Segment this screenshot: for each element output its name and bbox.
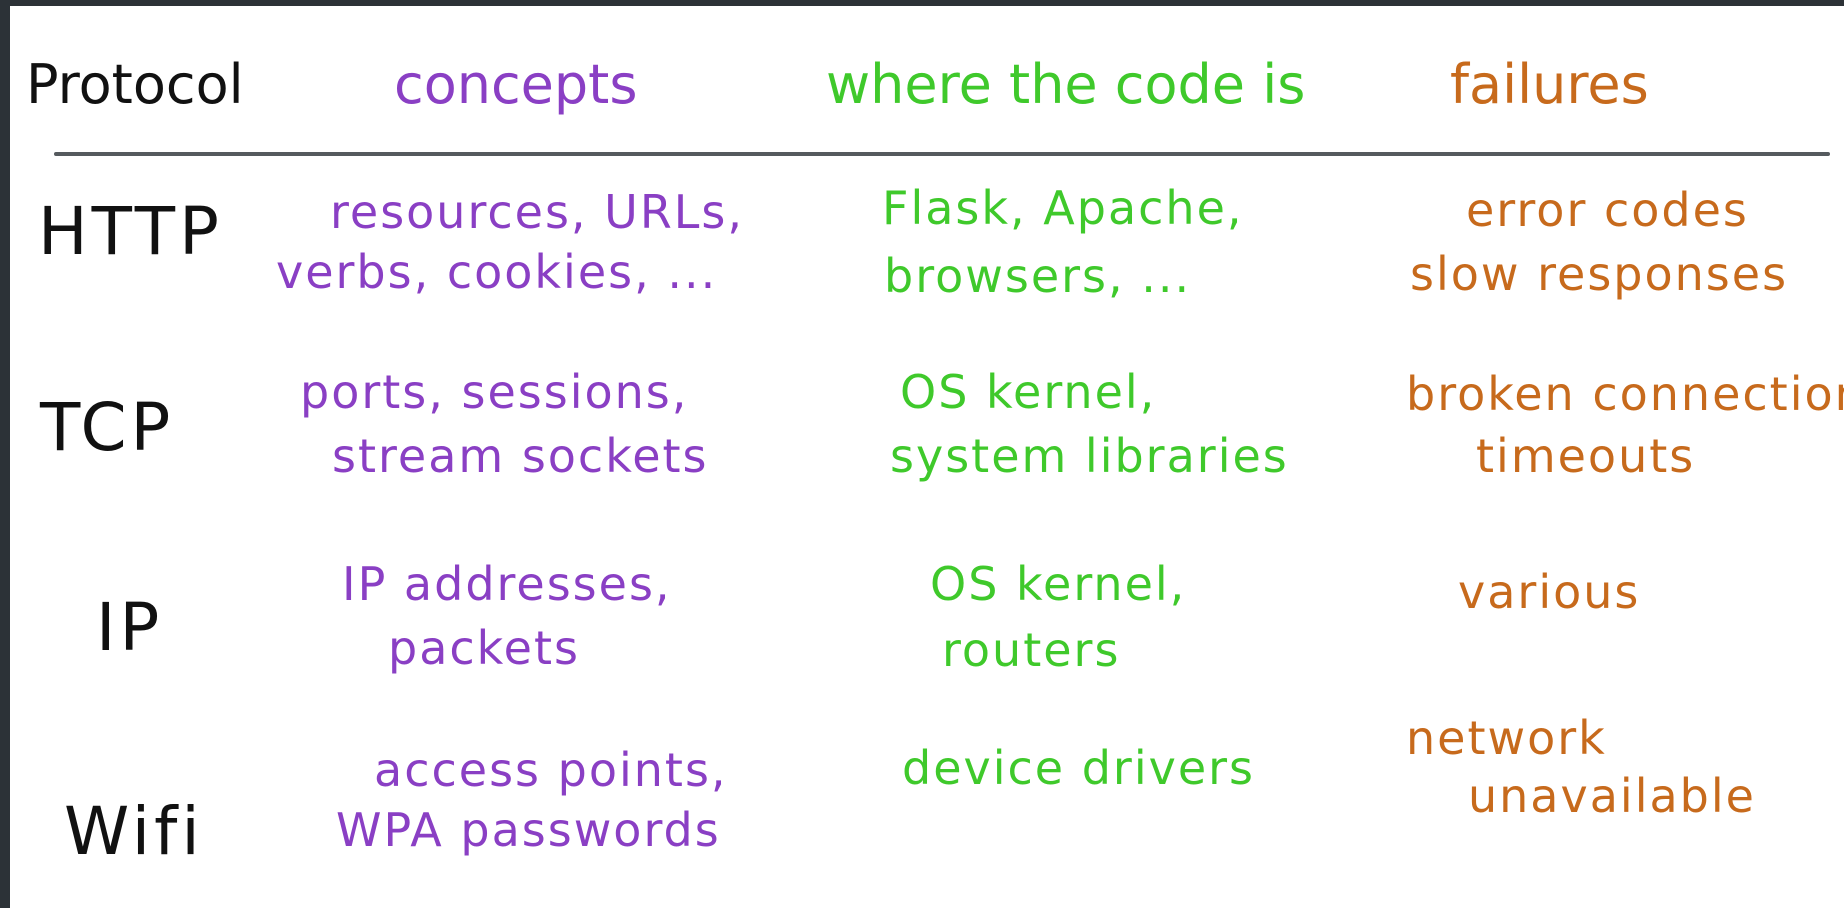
concepts-tcp-line-1: ports, sessions, [300, 365, 689, 419]
concepts-ip-line-2: packets [388, 621, 580, 675]
header-divider [54, 152, 1830, 156]
code-tcp-line-2: system libraries [890, 429, 1289, 483]
concepts-ip-line-1: IP addresses, [342, 557, 672, 611]
failures-wifi-line-2: unavailable [1468, 769, 1756, 823]
failures-http-line-2: slow responses [1410, 247, 1789, 301]
concepts-wifi-line-2: WPA passwords [336, 803, 721, 857]
code-ip-line-1: OS kernel, [930, 557, 1187, 611]
code-wifi-line-1: device drivers [902, 741, 1256, 795]
protocol-ip: IP [96, 589, 164, 666]
header-where-the-code-is: where the code is [826, 53, 1306, 116]
protocol-http: HTTP [38, 193, 223, 270]
failures-tcp-line-1: broken connections [1406, 367, 1844, 421]
header-protocol: Protocol [26, 53, 244, 116]
failures-wifi-line-1: network [1406, 711, 1607, 765]
code-ip-line-2: routers [942, 623, 1121, 677]
code-tcp-line-1: OS kernel, [900, 365, 1157, 419]
concepts-tcp-line-2: stream sockets [332, 429, 709, 483]
code-http-line-2: browsers, ... [884, 249, 1192, 303]
header-failures: failures [1450, 53, 1649, 116]
concepts-wifi-line-1: access points, [374, 743, 728, 797]
protocol-tcp: TCP [40, 389, 175, 466]
protocol-wifi: Wifi [64, 793, 204, 870]
failures-tcp-line-2: timeouts [1476, 429, 1696, 483]
concepts-http-line-1: resources, URLs, [330, 185, 745, 239]
window-frame-top [0, 0, 1844, 6]
code-http-line-1: Flask, Apache, [882, 181, 1244, 235]
failures-http-line-1: error codes [1466, 183, 1749, 237]
header-concepts: concepts [394, 53, 638, 116]
failures-ip-line-1: various [1458, 565, 1641, 619]
concepts-http-line-2: verbs, cookies, ... [276, 245, 718, 299]
whiteboard: Protocol concepts where the code is fail… [10, 6, 1844, 908]
window-frame-left [0, 0, 10, 908]
